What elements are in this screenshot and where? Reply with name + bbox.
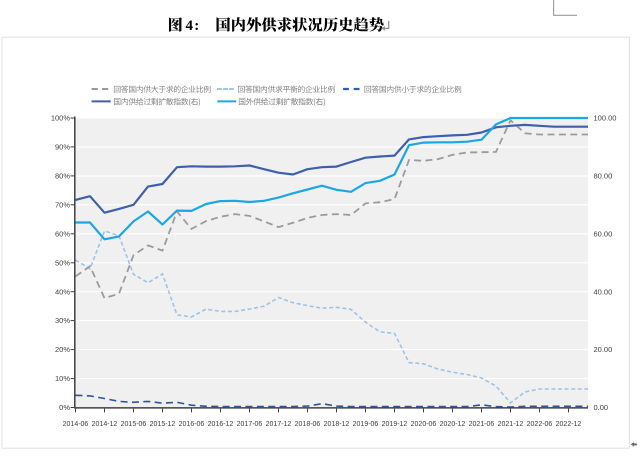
svg-text:2014-12: 2014-12 xyxy=(92,421,118,428)
svg-text:2022-12: 2022-12 xyxy=(556,421,582,428)
svg-text:80%: 80% xyxy=(55,172,70,181)
svg-text:2021-12: 2021-12 xyxy=(498,421,524,428)
svg-text:70%: 70% xyxy=(55,200,70,209)
svg-text:2015-12: 2015-12 xyxy=(150,421,176,428)
svg-text:80.00: 80.00 xyxy=(594,172,613,181)
svg-text:2021-06: 2021-06 xyxy=(469,421,495,428)
svg-text:2017-12: 2017-12 xyxy=(266,421,292,428)
svg-text:20.00: 20.00 xyxy=(594,345,613,354)
svg-text:100.00: 100.00 xyxy=(594,114,617,123)
svg-text:2019-06: 2019-06 xyxy=(353,421,379,428)
svg-text:100%: 100% xyxy=(51,114,71,123)
svg-text:60%: 60% xyxy=(55,229,70,238)
svg-text:40.00: 40.00 xyxy=(594,287,613,296)
svg-text:2020-12: 2020-12 xyxy=(440,421,466,428)
svg-text:60.00: 60.00 xyxy=(594,229,613,238)
svg-text:0.00: 0.00 xyxy=(594,403,609,412)
svg-text:2020-06: 2020-06 xyxy=(411,421,437,428)
svg-text:2018-12: 2018-12 xyxy=(324,421,350,428)
svg-text:2016-06: 2016-06 xyxy=(179,421,205,428)
svg-text:4:: 4: xyxy=(186,18,201,34)
svg-text:90%: 90% xyxy=(55,143,70,152)
svg-text:0%: 0% xyxy=(59,403,70,412)
svg-text:2014-06: 2014-06 xyxy=(63,421,89,428)
svg-text:2019-12: 2019-12 xyxy=(382,421,408,428)
svg-text:50%: 50% xyxy=(55,258,70,267)
svg-text:30%: 30% xyxy=(55,316,70,325)
svg-text:10%: 10% xyxy=(55,374,70,383)
svg-text:40%: 40% xyxy=(55,287,70,296)
svg-text:2018-06: 2018-06 xyxy=(295,421,321,428)
svg-text:2016-12: 2016-12 xyxy=(208,421,234,428)
svg-text:2015-06: 2015-06 xyxy=(121,421,147,428)
svg-text:20%: 20% xyxy=(55,345,70,354)
svg-text:2022-06: 2022-06 xyxy=(527,421,553,428)
svg-text:2017-06: 2017-06 xyxy=(237,421,263,428)
